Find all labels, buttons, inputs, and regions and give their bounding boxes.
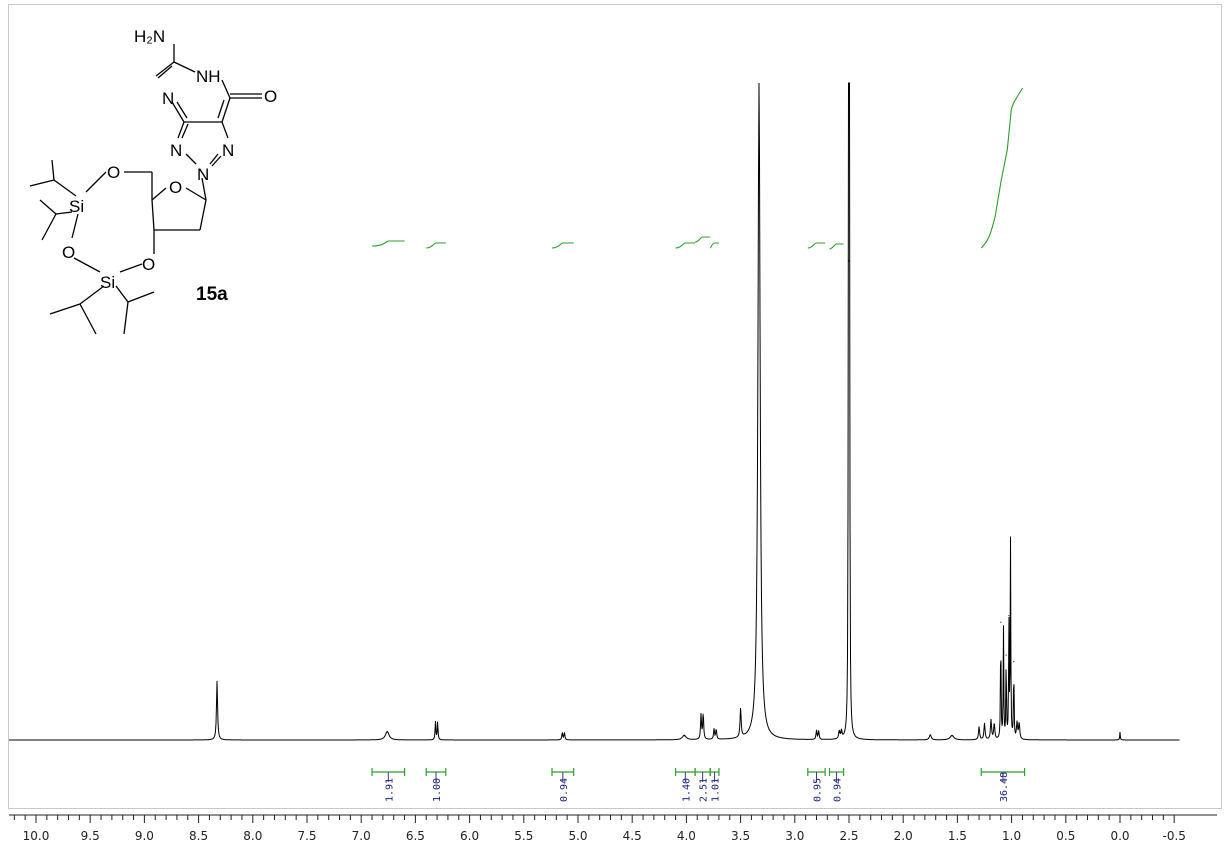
- bond: [211, 155, 222, 167]
- bond: [85, 171, 107, 193]
- spectrum: [9, 82, 1180, 741]
- bond: [171, 101, 185, 123]
- atom-label-o-carbonyl: O: [264, 87, 277, 106]
- bond: [29, 179, 55, 187]
- bond: [39, 199, 57, 215]
- x-tick-label: 7.5: [297, 829, 316, 843]
- bond: [71, 213, 79, 239]
- bond: [151, 187, 167, 201]
- integral-curve: [694, 236, 711, 243]
- bond: [185, 153, 197, 165]
- bond: [199, 199, 207, 231]
- atom-label-n: N: [162, 89, 174, 108]
- x-tick-label: -0.5: [1162, 829, 1185, 843]
- bond: [155, 61, 175, 77]
- x-tick-label: 4.0: [677, 829, 696, 843]
- integral-curve: [807, 242, 826, 249]
- bond: [55, 211, 73, 215]
- x-tick-label: 5.5: [514, 829, 533, 843]
- x-tick-label: 2.5: [839, 829, 858, 843]
- integral-curve: [709, 242, 719, 249]
- bond: [221, 97, 231, 123]
- x-tick-label: 1.5: [948, 829, 967, 843]
- atom-label-o-ring: O: [169, 178, 182, 197]
- bond: [221, 79, 231, 99]
- integral-curve: [980, 87, 1024, 249]
- integral-curves: [372, 87, 1024, 250]
- x-tick-label: 0.0: [1110, 829, 1129, 843]
- atom-label-o: O: [107, 163, 120, 182]
- integral-value: 1.40: [681, 778, 692, 802]
- bond: [53, 179, 77, 197]
- bond: [217, 99, 225, 119]
- x-tick-label: 4.5: [623, 829, 642, 843]
- x-tick-label: 0.5: [1056, 829, 1075, 843]
- bond: [173, 61, 196, 73]
- x-tick-label: 9.5: [81, 829, 100, 843]
- bond: [157, 65, 173, 79]
- bond: [127, 291, 155, 303]
- integral-curve: [372, 240, 405, 247]
- x-tick-label: 2.0: [894, 829, 913, 843]
- bond: [79, 285, 105, 305]
- bond: [181, 123, 189, 139]
- x-tick-label: 7.0: [352, 829, 371, 843]
- bond: [73, 257, 101, 273]
- integral-curve: [829, 243, 844, 250]
- x-tick-label: 6.5: [406, 829, 425, 843]
- atom-label-o: O: [142, 255, 155, 274]
- bond: [51, 159, 55, 181]
- atom-label-n: N: [197, 165, 209, 184]
- atom-label-si: Si: [69, 197, 84, 216]
- atom-label-n: N: [170, 141, 182, 160]
- bond: [41, 213, 57, 241]
- bond: [209, 153, 219, 165]
- chart-frame: [8, 4, 1222, 809]
- x-tick-label: 3.0: [785, 829, 804, 843]
- atom-label-o: O: [62, 243, 75, 262]
- x-tick-label: 8.5: [189, 829, 208, 843]
- integral-value: 0.94: [833, 778, 844, 802]
- bond: [115, 285, 129, 303]
- x-tick-label: 10.0: [23, 829, 50, 843]
- bond: [185, 187, 207, 201]
- integral-value: 2.51: [699, 778, 710, 802]
- atom-label-si: Si: [100, 273, 115, 292]
- atom-label-n: N: [222, 141, 234, 160]
- x-tick-label: 8.0: [243, 829, 262, 843]
- x-tick-label: 3.5: [731, 829, 750, 843]
- structure-labels: H₂N NH O N N N N O O Si O Si O 15a: [62, 27, 277, 305]
- integral-brackets: 1.91 1.00 0.94 1.40 2.51 1.01 0.95 0.94 36.48: [371, 768, 1026, 802]
- bond: [177, 121, 185, 139]
- compound-label: 15a: [196, 284, 228, 305]
- integral-value: 1.91: [384, 778, 395, 802]
- spectrum-line: [9, 82, 1180, 741]
- x-tick-label: 5.0: [568, 829, 587, 843]
- bond: [221, 121, 229, 139]
- bond: [176, 101, 188, 119]
- atom-label-nh: NH: [196, 67, 221, 86]
- integral-value: 1.00: [432, 778, 443, 802]
- integral-value: 0.95: [812, 778, 823, 802]
- x-tick-label: 9.0: [135, 829, 154, 843]
- atom-label-h2n: H₂N: [134, 27, 165, 46]
- bond: [119, 263, 143, 273]
- bond: [79, 303, 97, 335]
- bond: [151, 199, 155, 231]
- integral-curve: [675, 242, 696, 249]
- integral-value: 0.94: [559, 778, 570, 802]
- integral-value: 1.01: [711, 778, 722, 802]
- bond: [201, 177, 207, 201]
- x-axis: 10.0 9.5 9.0 8.5 8.0 7.5 7.0 6.5 6.0 5.5 5.0 4.5 4.0…: [9, 814, 1217, 843]
- integral-curve: [426, 242, 446, 249]
- bond: [123, 301, 129, 335]
- integral-curve: [551, 242, 574, 249]
- x-tick-label: 1.0: [1002, 829, 1021, 843]
- bond: [49, 303, 81, 315]
- x-tick-label: 6.0: [460, 829, 479, 843]
- integral-value: 36.48: [999, 772, 1010, 802]
- chemical-structure: [29, 44, 262, 335]
